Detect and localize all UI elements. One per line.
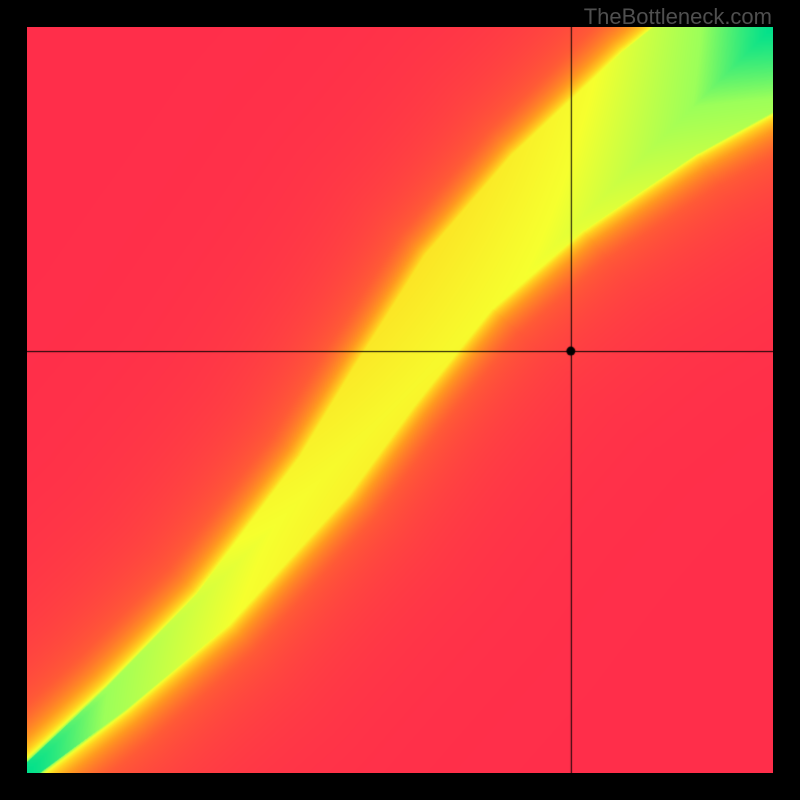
bottleneck-heatmap [27, 27, 773, 773]
chart-container: TheBottleneck.com [0, 0, 800, 800]
watermark-text: TheBottleneck.com [584, 4, 772, 30]
